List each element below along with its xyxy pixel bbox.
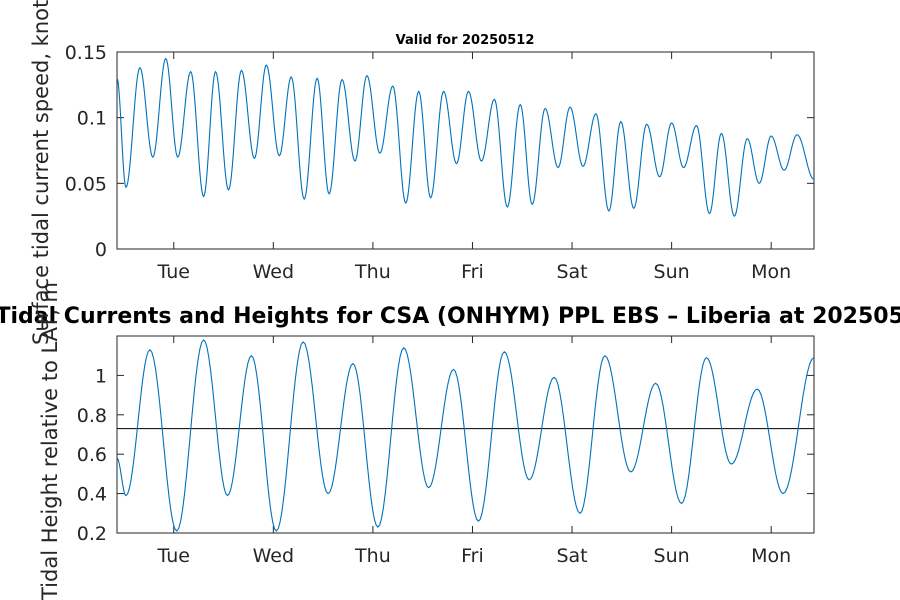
current-xtick-label: Fri — [461, 261, 484, 283]
current-ytick-label: 0.05 — [65, 173, 107, 195]
height-y-axis-label: Tidal Height relative to LAT, m — [38, 282, 62, 600]
height-xtick-label: Wed — [253, 545, 294, 567]
height-xtick-label: Fri — [461, 545, 484, 567]
current-axes-box — [116, 51, 815, 250]
figure-main-title: Tidal Currents and Heights for CSA (ONHY… — [0, 304, 900, 329]
height-series-line — [116, 339, 815, 532]
current-xtick-label: Thu — [354, 261, 391, 283]
current-ytick-label: 0.15 — [65, 42, 107, 64]
height-axis-ticks: 0.2 0.4 0.6 0.8 1 Tue Wed Thu Fri Sat Sun Mon — [77, 336, 814, 567]
height-xtick-label: Sat — [556, 545, 587, 567]
height-ytick-label: 0.8 — [77, 405, 107, 427]
height-xtick-label: Mon — [751, 545, 791, 567]
height-xtick-label: Thu — [354, 545, 391, 567]
height-xtick-label: Sun — [654, 545, 690, 567]
current-axis-ticks: 0 0.05 0.1 0.15 Tue Wed Thu Fri Sat Sun Mon — [65, 42, 814, 283]
height-ytick-label: 0.4 — [77, 484, 107, 506]
height-series — [116, 339, 815, 532]
current-ytick-label: 0.1 — [77, 108, 107, 130]
height-ytick-label: 1 — [95, 365, 107, 387]
current-xtick-label: Mon — [751, 261, 791, 283]
height-axes-box — [116, 335, 815, 534]
height-ytick-label: 0.6 — [77, 444, 107, 466]
current-xtick-label: Wed — [253, 261, 294, 283]
current-xtick-label: Sun — [654, 261, 690, 283]
height-xtick-label: Tue — [157, 545, 190, 567]
current-series — [116, 57, 815, 217]
current-chart-title: Valid for 20250512 — [396, 33, 535, 48]
current-series-line — [116, 57, 815, 217]
current-xtick-label: Sat — [556, 261, 587, 283]
current-ytick-label: 0 — [95, 239, 107, 261]
current-xtick-label: Tue — [157, 261, 190, 283]
current-y-axis-label: Surface tidal current speed, knots — [29, 0, 53, 345]
height-ytick-label: 0.2 — [77, 523, 107, 545]
